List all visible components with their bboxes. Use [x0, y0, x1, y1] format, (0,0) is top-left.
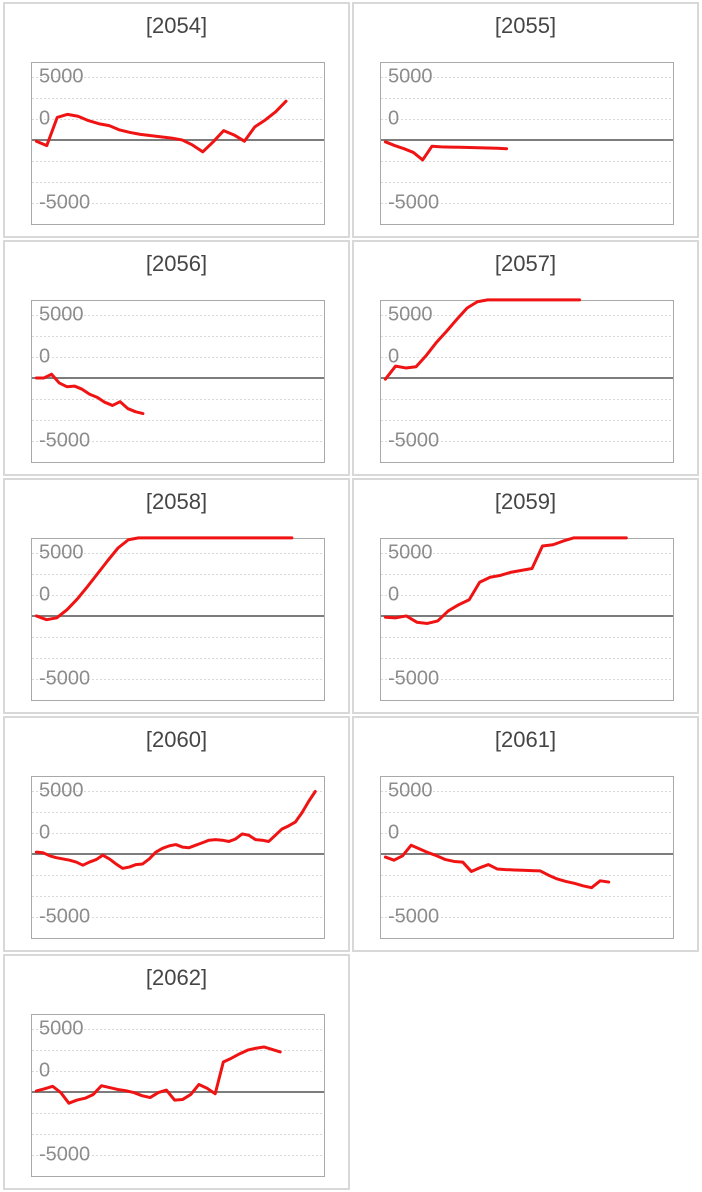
plot-area: 5000 0 -5000 [31, 1014, 325, 1177]
plot-area: 5000 0 -5000 [31, 300, 325, 463]
chart-title: [2054] [145, 13, 208, 38]
chart-title: [2058] [145, 489, 208, 514]
chart-title: [2061] [494, 727, 557, 752]
series-line [32, 539, 324, 700]
chart-panel-2055: [2055] 5000 0 -5000 [352, 2, 699, 238]
chart-title: [2057] [494, 251, 557, 276]
chart-title: [2055] [494, 13, 557, 38]
plot-area: 5000 0 -5000 [380, 300, 674, 463]
chart-panel-2059: [2059] 5000 0 -5000 [352, 478, 699, 714]
plot-area: 5000 0 -5000 [31, 538, 325, 701]
series-line [381, 777, 673, 938]
plot-area: 5000 0 -5000 [380, 776, 674, 939]
chart-panel-2056: [2056] 5000 0 -5000 [3, 240, 350, 476]
chart-title: [2060] [145, 727, 208, 752]
series-line [381, 63, 673, 224]
plot-area: 5000 0 -5000 [31, 62, 325, 225]
plot-area: 5000 0 -5000 [31, 776, 325, 939]
chart-panel-2061: [2061] 5000 0 -5000 [352, 716, 699, 952]
chart-panel-2060: [2060] 5000 0 -5000 [3, 716, 350, 952]
series-line [381, 301, 673, 462]
chart-panel-2062: [2062] 5000 0 -5000 [3, 954, 350, 1190]
chart-title: [2056] [145, 251, 208, 276]
chart-title: [2062] [145, 965, 208, 990]
series-line [32, 301, 324, 462]
chart-panel-2057: [2057] 5000 0 -5000 [352, 240, 699, 476]
chart-panel-2054: [2054] 5000 0 -5000 [3, 2, 350, 238]
chart-panel-2058: [2058] 5000 0 -5000 [3, 478, 350, 714]
series-line [32, 1015, 324, 1176]
plot-area: 5000 0 -5000 [380, 538, 674, 701]
plot-area: 5000 0 -5000 [380, 62, 674, 225]
series-line [32, 777, 324, 938]
chart-title: [2059] [494, 489, 557, 514]
series-line [381, 539, 673, 700]
series-line [32, 63, 324, 224]
